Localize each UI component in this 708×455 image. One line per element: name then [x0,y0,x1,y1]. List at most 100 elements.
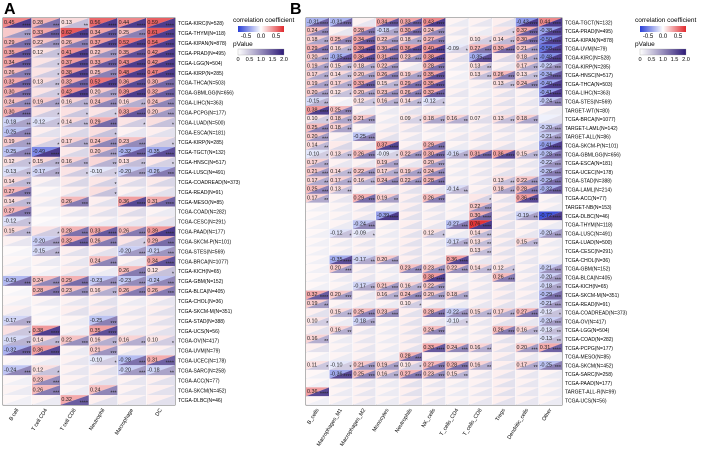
significance-stars: ** [464,242,469,248]
corr-triangle [3,57,32,68]
heatmap-cell: -0.24*** [538,97,562,107]
cell-value-label: 0.39 [354,46,365,52]
pvalue-triangle [89,305,118,316]
pvalue-triangle [31,37,61,48]
row-label: TCGA-OV(N=417) [178,339,219,345]
significance-stars: *** [555,321,562,327]
cell-value-label: 0.20 [307,55,318,61]
cell-value-label: 0.12 [354,99,365,105]
column-labels: B cell T cell CD4 T cell CD8 Neutrophil Macr… [8,408,163,437]
significance-stars: **** [320,22,329,28]
significance-stars: *** [555,268,562,274]
corr-triangle [329,237,353,247]
corr-triangle [117,345,147,356]
heatmap-cell [117,375,147,386]
heatmap-cell: 0.26*** [117,226,147,238]
heatmap-cell [468,26,493,36]
pvalue-triangle [31,266,61,276]
cell-value-label: 0.30 [423,151,434,157]
pvalue-triangle [146,67,175,78]
cell-value-label: -0.10 [90,358,102,364]
significance-stars: ** [324,145,329,151]
pvalue-triangle [89,156,118,167]
cell-value-label: 0.31 [540,345,551,351]
significance-stars: *** [462,268,469,274]
pvalue-triangle [329,105,353,115]
heatmap-cell [329,132,353,142]
corr-triangle [60,137,89,147]
heatmap-cell: -0.13** [538,334,562,345]
row-label: TCGA-PRAD(N=495) [178,51,226,57]
corr-triangle [399,202,423,212]
heatmap-cell: 0.19** [306,61,330,72]
pvalue-triangle [492,61,516,71]
significance-stars: *** [555,304,562,310]
corr-triangle [399,299,423,309]
corr-triangle [375,255,400,265]
pvalue-triangle [492,220,516,230]
cell-value-label: 0.32 [61,238,71,244]
pvalue-triangle [538,176,562,186]
pvalue-triangle [445,281,469,291]
corr-triangle [117,186,147,197]
significance-stars: ** [55,83,60,89]
heatmap-cell [422,334,446,344]
pvalue-triangle [117,375,147,386]
pvalue-triangle [492,299,516,309]
cell-value-label: -0.31 [307,19,319,25]
pvalue-triangle [399,255,423,265]
significance-stars: *** [531,312,538,318]
heatmap-cell: 0.48**** [117,67,147,79]
heatmap-cell [117,176,147,187]
cell-value-label: 0.14 [470,266,481,272]
corr-triangle [515,255,539,265]
corr-triangle [117,325,147,336]
corr-triangle [445,53,469,62]
significance-stars: ** [26,182,31,188]
heatmap-cell: 0.29*** [352,193,376,204]
corr-triangle [89,47,118,58]
pvalue-tick: 1.0 [257,57,265,63]
significance-stars: **** [506,49,515,55]
heatmap-cell [492,167,516,177]
corr-triangle [31,355,61,366]
heatmap-cell: -0.22 *** [538,158,562,169]
heatmap-cell: 0.31**** [468,149,493,160]
significance-stars: *** [531,348,538,354]
pvalue-triangle [306,246,330,256]
corr-triangle [445,141,469,150]
heatmap-cell: 0.24*** [89,137,118,148]
heatmap-cell [515,88,539,98]
heatmap-cell: 0.18 ** [492,185,516,195]
pvalue-triangle [89,37,118,48]
heatmap-cell [515,229,539,238]
significance-stars: ** [347,312,352,318]
heatmap-cell: 0.20*** [352,88,376,99]
corr-triangle [422,202,446,212]
corr-triangle [89,18,118,28]
heatmap-cell: -0.24*** [352,220,376,230]
heatmap-cell: 0.30**** [515,35,539,46]
corr-triangle [146,216,175,227]
corr-triangle [329,18,353,27]
significance-stars: **** [166,23,175,29]
cell-value-label: 0.29 [354,195,365,201]
corr-triangle [515,158,539,168]
heatmap-cell: -0.28*** [538,149,562,160]
significance-stars: **** [529,31,538,37]
heatmap-cell [60,305,89,316]
corr-triangle [399,132,423,142]
pvalue-triangle [399,246,423,256]
corr-triangle [60,355,89,366]
corr-triangle [515,237,539,247]
significance-stars: **** [51,152,60,158]
heatmap-cell: 0.61**** [146,27,175,39]
significance-stars: ** [417,40,422,46]
corr-triangle [445,281,469,291]
pvalue-triangle [515,176,539,186]
significance-stars: ** [324,181,329,187]
corr-triangle [31,375,61,386]
cell-value-label: 0.20 [147,109,158,115]
heatmap-cell [422,317,446,326]
corr-triangle [445,220,469,230]
